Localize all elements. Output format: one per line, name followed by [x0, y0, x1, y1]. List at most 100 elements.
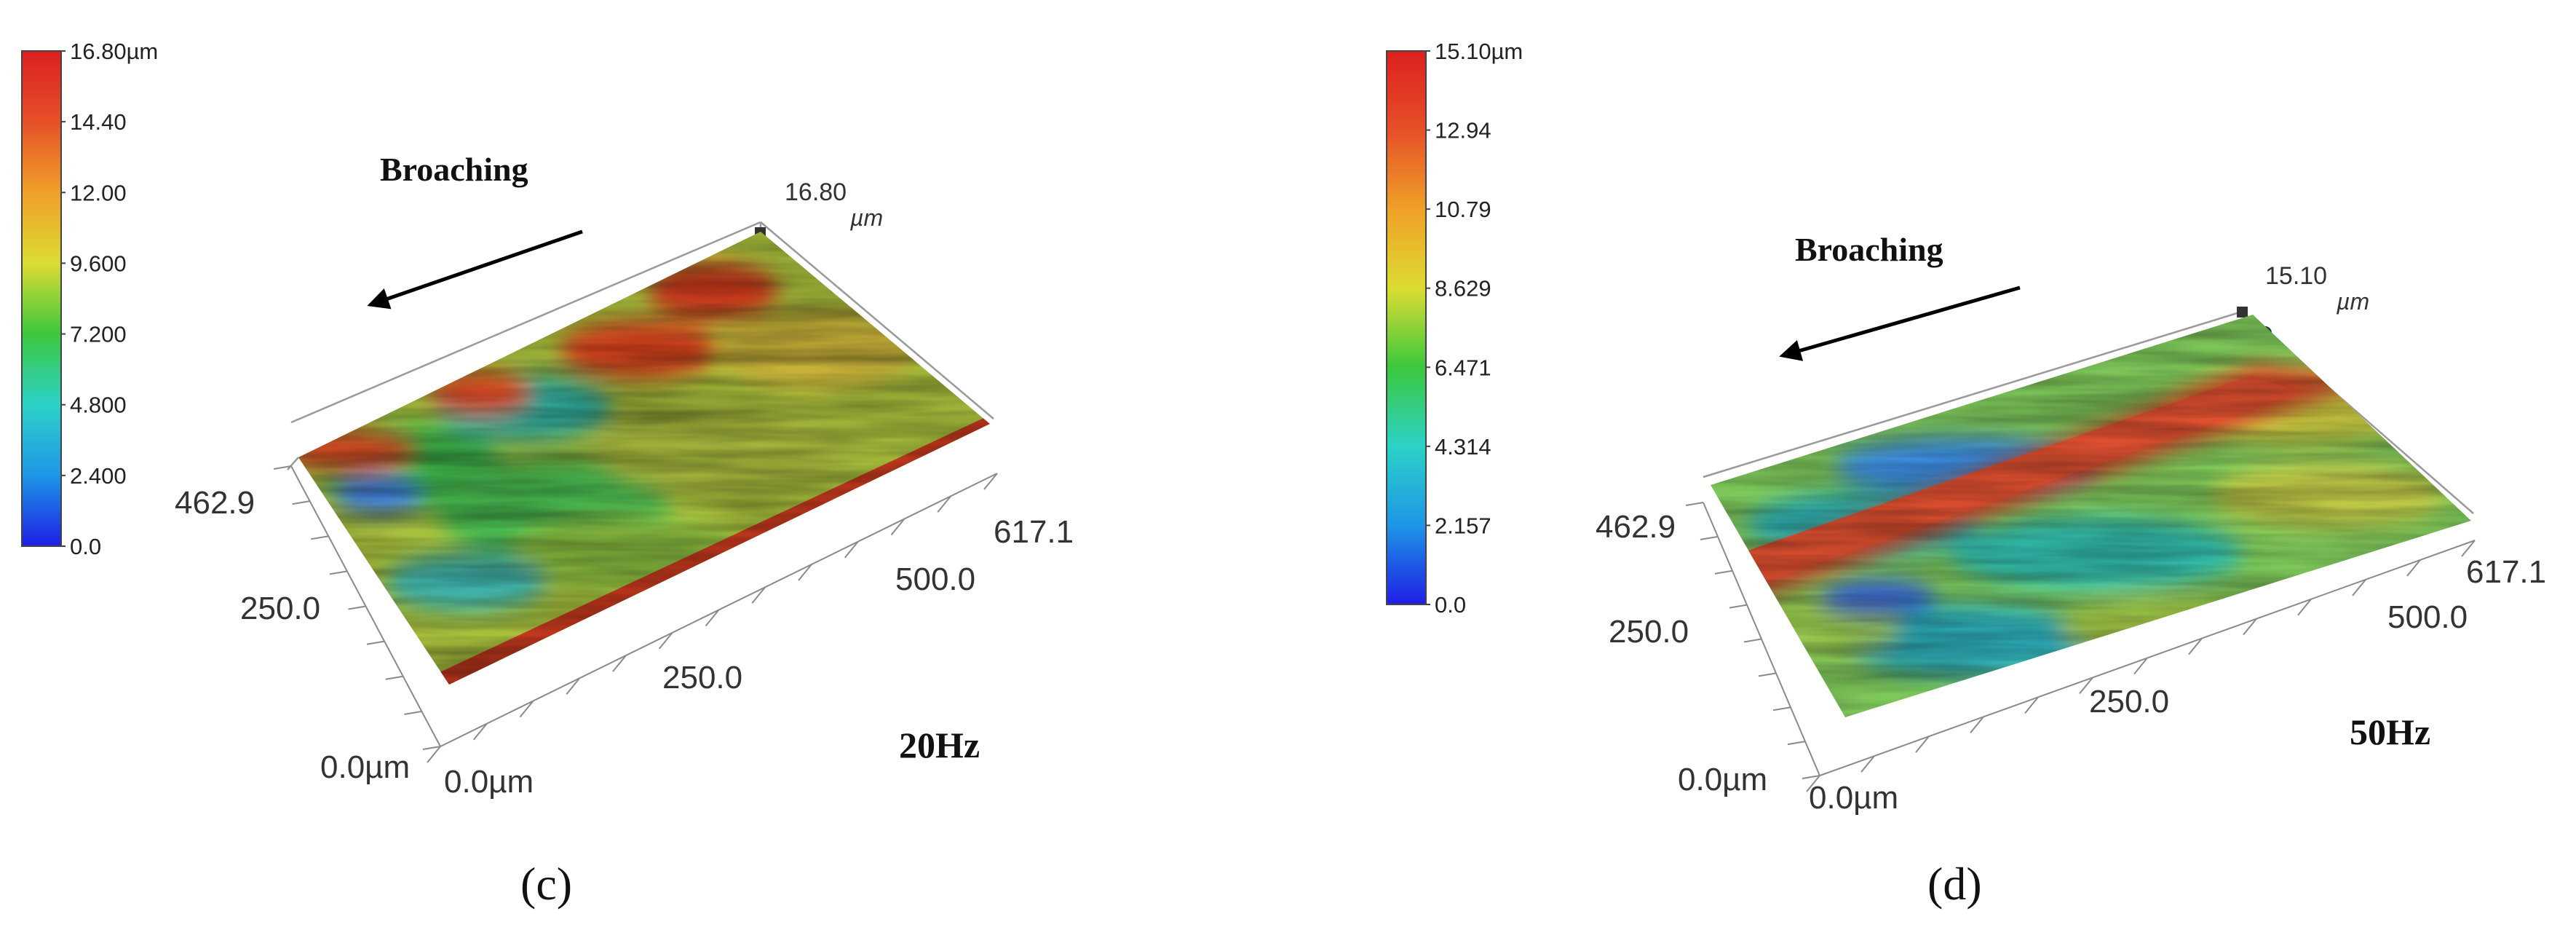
colorbar-tick-label: 16.80µm: [70, 39, 158, 64]
x-tick-c-2: 500.0: [895, 561, 975, 597]
colorbar-tick-label: 0.0: [70, 534, 101, 559]
grid-tick: [1860, 755, 1875, 773]
peak-label-c-unit: µm: [849, 205, 883, 231]
grid-tick: [2297, 599, 2312, 616]
floor-edge: [290, 465, 441, 747]
peak-label-c-value: 16.80: [785, 178, 847, 206]
panel-label-c: (c): [520, 858, 572, 910]
y-tick-c-0: 0.0µm: [320, 749, 410, 785]
grid-tick: [1806, 775, 1820, 792]
grid-tick: [937, 495, 952, 513]
colorbar-tick-label: 6.471: [1435, 355, 1491, 380]
colorbar-tick-label: 2.400: [70, 463, 127, 489]
grid-tick: [422, 746, 441, 750]
grid-tick: [1743, 638, 1762, 643]
colorbar-tick-label: 14.40: [70, 109, 127, 135]
grid-tick: [2352, 579, 2366, 596]
surface-c: [298, 232, 990, 685]
x-tick-d-2: 500.0: [2387, 599, 2468, 635]
direction-label-c: Broaching: [380, 151, 528, 188]
grid-tick: [329, 570, 348, 575]
x-tick-d-0: 0.0µm: [1809, 780, 1898, 816]
panel-label-d: (d): [1927, 858, 1982, 910]
colorbar-tick-label: 12.94: [1435, 118, 1491, 143]
colorbar-tick-label: 9.600: [70, 251, 127, 276]
floor-edge: [1819, 540, 2476, 776]
peak-label-d-value: 15.10: [2265, 262, 2327, 290]
colorbar-tick-label: 4.800: [70, 393, 127, 418]
grid-tick: [348, 605, 366, 610]
grid-tick: [1787, 741, 1806, 746]
grid-tick: [1758, 672, 1777, 677]
grid-tick: [1714, 570, 1733, 575]
x-tick-d-3: 617.1: [2466, 554, 2546, 590]
grid-tick: [751, 586, 766, 604]
x-tick-c-1: 250.0: [662, 660, 742, 695]
grid-tick: [519, 700, 534, 718]
condition-label-d: 50Hz: [2350, 712, 2430, 752]
floor-edge: [440, 473, 998, 747]
y-tick-c-2: 462.9: [175, 485, 255, 521]
grid-tick: [472, 723, 488, 741]
x-tick-d-1: 250.0: [2089, 684, 2169, 720]
grid-tick: [844, 541, 859, 559]
colorbar-tick-label: 4.314: [1435, 434, 1491, 460]
grid-tick: [612, 655, 627, 672]
direction-arrow-c: [367, 229, 583, 310]
colorbar-ticks-c: 16.80µm 14.40 12.00 9.600 7.200 4.800 2.400 0.0: [61, 39, 158, 559]
base-grid-d: [1685, 502, 2476, 792]
grid-tick: [566, 677, 581, 695]
x-tick-c-3: 617.1: [994, 514, 1074, 550]
colorbar-c: [21, 50, 62, 547]
grid-tick: [385, 675, 403, 680]
grid-tick: [1802, 775, 1820, 779]
colorbar-tick-label: 2.157: [1435, 513, 1491, 538]
grid-tick: [2133, 657, 2148, 675]
colorbar-tick-label: 15.10µm: [1435, 39, 1523, 64]
colorbar-tick-label: 10.79: [1435, 197, 1491, 222]
colorbar-tick-label: 12.00: [70, 180, 127, 205]
grid-tick: [1915, 736, 1930, 753]
grid-tick: [273, 465, 292, 470]
y-tick-d-1: 250.0: [1609, 614, 1689, 650]
grid-tick: [1685, 502, 1704, 506]
grid-tick: [890, 518, 905, 536]
colorbar-tick-label: 7.200: [70, 322, 127, 347]
surface-d: [1711, 315, 2471, 717]
colorbar-d: [1386, 50, 1427, 605]
y-tick-c-1: 250.0: [240, 591, 320, 626]
grid-tick: [2024, 696, 2039, 714]
grid-tick: [427, 746, 441, 763]
direction-arrow-d: [1779, 285, 2021, 361]
direction-label-d: Broaching: [1795, 231, 1943, 268]
grid-tick: [1700, 535, 1719, 540]
surface-panel-c: 16.80µm 14.40 12.00 9.600 7.200 4.800 2.400 0.0: [21, 39, 1074, 910]
grid-tick: [2461, 540, 2476, 557]
grid-tick: [311, 535, 329, 540]
grid-tick: [2243, 618, 2257, 636]
peak-label-d-unit: µm: [2336, 288, 2369, 315]
y-tick-d-0: 0.0µm: [1678, 762, 1767, 797]
colorbar-ticks-d: 15.10µm 12.94 10.79 8.629 6.471 4.314 2.157 0.0: [1426, 39, 1523, 618]
grid-tick: [292, 500, 310, 505]
grid-tick: [2079, 677, 2093, 695]
grid-tick: [705, 609, 720, 627]
grid-tick: [404, 710, 422, 715]
x-tick-c-0: 0.0µm: [444, 764, 534, 800]
condition-label-c: 20Hz: [899, 725, 980, 765]
grid-tick: [2406, 559, 2421, 577]
y-tick-d-2: 462.9: [1596, 509, 1676, 545]
grid-tick: [1772, 706, 1791, 712]
grid-tick: [983, 473, 998, 490]
colorbar-tick-label: 0.0: [1435, 592, 1466, 618]
colorbar-tick-label: 8.629: [1435, 276, 1491, 302]
grid-tick: [2188, 637, 2203, 655]
grid-tick: [1970, 716, 1984, 733]
grid-tick: [658, 632, 673, 650]
peak-marker-d: [2237, 307, 2248, 318]
grid-tick: [798, 564, 812, 581]
floor-edge: [1703, 502, 1820, 776]
grid-tick: [1729, 604, 1748, 609]
